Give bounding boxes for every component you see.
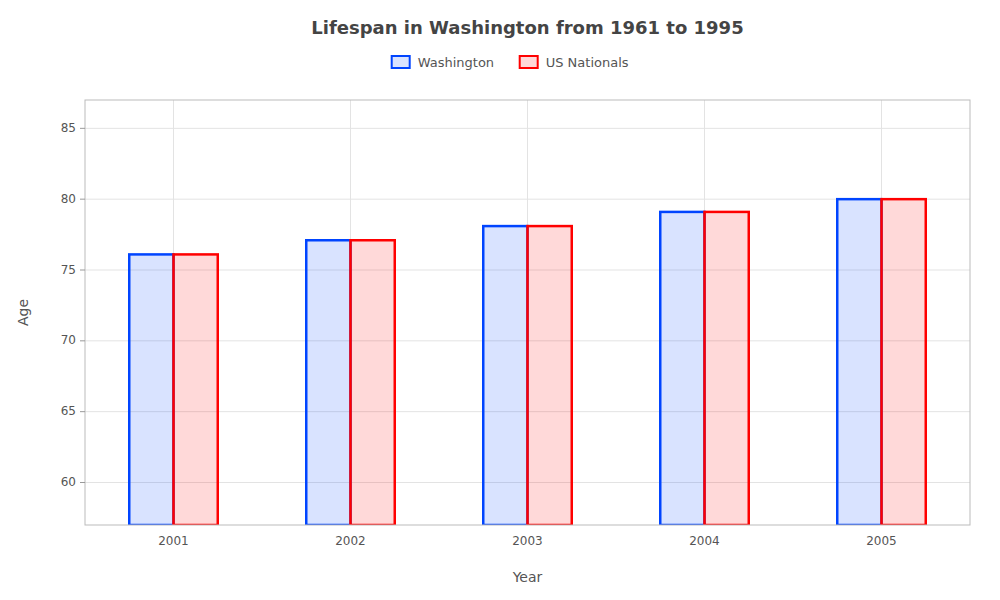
y-tick-label: 80	[61, 192, 76, 206]
chart: 60 65 70 75 80 85 2001 2002 2003 2004 2005 Year Age L…	[0, 0, 1000, 600]
bar	[129, 254, 173, 525]
y-axis-label: Age	[15, 299, 31, 326]
bar	[837, 199, 881, 525]
bar	[882, 199, 926, 525]
y-tick	[80, 411, 85, 412]
legend-swatch	[520, 56, 538, 68]
y-tick	[80, 128, 85, 129]
y-tick-label: 60	[61, 475, 76, 489]
y-tick	[80, 199, 85, 200]
y-tick	[80, 340, 85, 341]
x-tick-label: 2002	[335, 534, 366, 548]
legend: Washington US Nationals	[392, 55, 629, 70]
bar	[705, 212, 749, 525]
x-tick-label: 2004	[689, 534, 720, 548]
y-tick	[80, 270, 85, 271]
x-axis-label: Year	[512, 569, 543, 585]
legend-label: Washington	[418, 55, 494, 70]
bar	[351, 240, 395, 525]
plot-frame	[85, 100, 970, 525]
title: Lifespan in Washington from 1961 to 1995	[311, 17, 743, 38]
y-tick-label: 75	[61, 263, 76, 277]
legend-swatch	[392, 56, 410, 68]
bar	[174, 254, 218, 525]
x-tick-label: 2005	[866, 534, 897, 548]
x-tick-label: 2003	[512, 534, 543, 548]
y-tick	[80, 482, 85, 483]
bars	[129, 199, 926, 525]
bar	[306, 240, 350, 525]
bar	[483, 226, 527, 525]
bar	[528, 226, 572, 525]
x-tick-label: 2001	[158, 534, 189, 548]
bar	[660, 212, 704, 525]
y-tick-label: 85	[61, 121, 76, 135]
y-tick-label: 70	[61, 333, 76, 347]
legend-label: US Nationals	[546, 55, 629, 70]
y-tick-label: 65	[61, 404, 76, 418]
